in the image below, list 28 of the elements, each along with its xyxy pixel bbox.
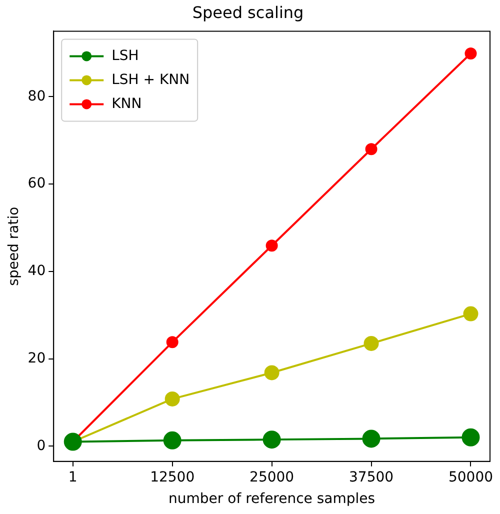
point	[464, 47, 477, 60]
y-tick-label: 40	[28, 263, 46, 280]
point	[362, 430, 380, 448]
point	[463, 306, 478, 322]
x-tick-label: 37500	[349, 469, 394, 486]
chart-title: Speed scaling	[192, 2, 304, 22]
y-tick-label: 80	[28, 88, 46, 104]
legend-label: KNN	[112, 96, 142, 112]
y-tick-label: 20	[28, 350, 46, 366]
x-axis-title: number of reference samples	[168, 491, 376, 508]
point	[166, 336, 178, 348]
y-axis-title: speed ratio	[6, 206, 22, 286]
x-tick-label: 12500	[150, 469, 195, 486]
point	[262, 430, 281, 449]
point	[365, 143, 378, 156]
point	[266, 240, 278, 252]
y-tick-label: 0	[36, 438, 46, 454]
point	[164, 391, 180, 406]
x-tick-label: 50000	[448, 469, 494, 486]
point	[264, 365, 280, 380]
legend-label: LSH	[112, 48, 139, 64]
point	[163, 431, 182, 450]
x-tick-label: 1	[68, 469, 78, 486]
legend-label: LSH + KNN	[112, 72, 190, 88]
point	[364, 336, 379, 351]
x-tick-label: 25000	[250, 469, 294, 486]
y-tick-label: 60	[28, 176, 46, 192]
point	[462, 428, 480, 446]
